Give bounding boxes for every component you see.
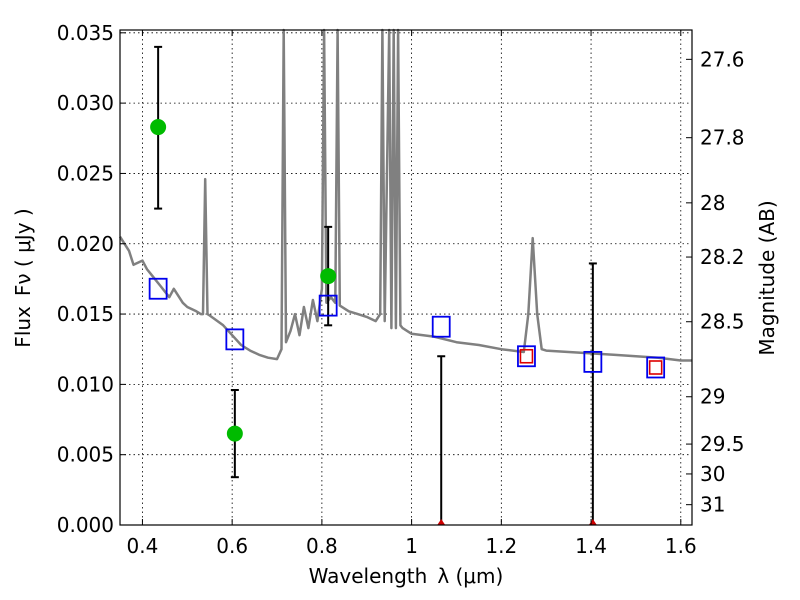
x-tick-label: 1.6 [665,534,697,558]
y-tick-label: 0.025 [57,161,114,185]
data-markers [148,119,666,525]
sed-template-line [118,28,692,362]
model-point [431,315,451,338]
model-point [225,328,245,351]
x-tick-labels: 0.4 0.6 0.8 1 1.2 1.4 1.6 [127,534,697,558]
right-tick-label: 27.8 [700,126,745,150]
data-point [320,268,337,285]
data-point [226,425,243,442]
y-tick-label: 0.020 [57,232,114,256]
x-tick-label: 0.4 [127,534,159,558]
right-tick-label: 27.6 [700,47,745,71]
right-tick-label: 31 [700,493,725,517]
y-tick-labels: 0.000 0.005 0.010 0.015 0.020 0.025 0.030 0.035 [57,21,114,537]
y-tick-label: 0.005 [57,443,114,467]
model-point [646,356,666,379]
right-tick-label: 30 [700,462,725,486]
model-point-ir [648,360,663,375]
model-point [148,277,168,300]
y-axis-title: FluxFν ( μJy ) [11,208,35,347]
y-tick-label: 0.015 [57,302,114,326]
x-tick-label: 0.8 [306,534,338,558]
y-tick-label: 0.035 [57,21,114,45]
model-point [517,345,536,368]
y-tick-label: 0.000 [57,513,114,537]
x-axis-title: Wavelength λ (μm) [309,564,504,588]
sed-line [118,28,692,362]
upper-limit-marker [437,519,446,525]
right-tick-label: 28 [700,191,725,215]
right-axis-title: Magnitude (AB) [755,200,779,355]
y-tick-label: 0.030 [57,91,114,115]
data-point [150,119,167,136]
axis-ticks [120,30,692,526]
y-tick-label: 0.010 [57,372,114,396]
x-tick-label: 0.6 [216,534,248,558]
model-point-ir [519,348,534,364]
right-tick-label: 29.5 [700,432,745,456]
right-tick-label: 29 [700,385,725,409]
right-tick-label: 28.2 [700,245,745,269]
right-tick-label: 28.5 [700,310,745,334]
x-tick-label: 1.2 [485,534,517,558]
model-point [583,350,603,373]
x-tick-label: 1.4 [575,534,607,558]
x-tick-label: 1 [405,534,418,558]
right-tick-labels: 27.6 27.8 28 28.2 28.5 29 29.5 30 31 [700,47,745,516]
grid-lines [120,30,692,526]
plot-frame [119,29,693,526]
model-point [318,294,338,317]
upper-limit-marker [588,519,597,525]
